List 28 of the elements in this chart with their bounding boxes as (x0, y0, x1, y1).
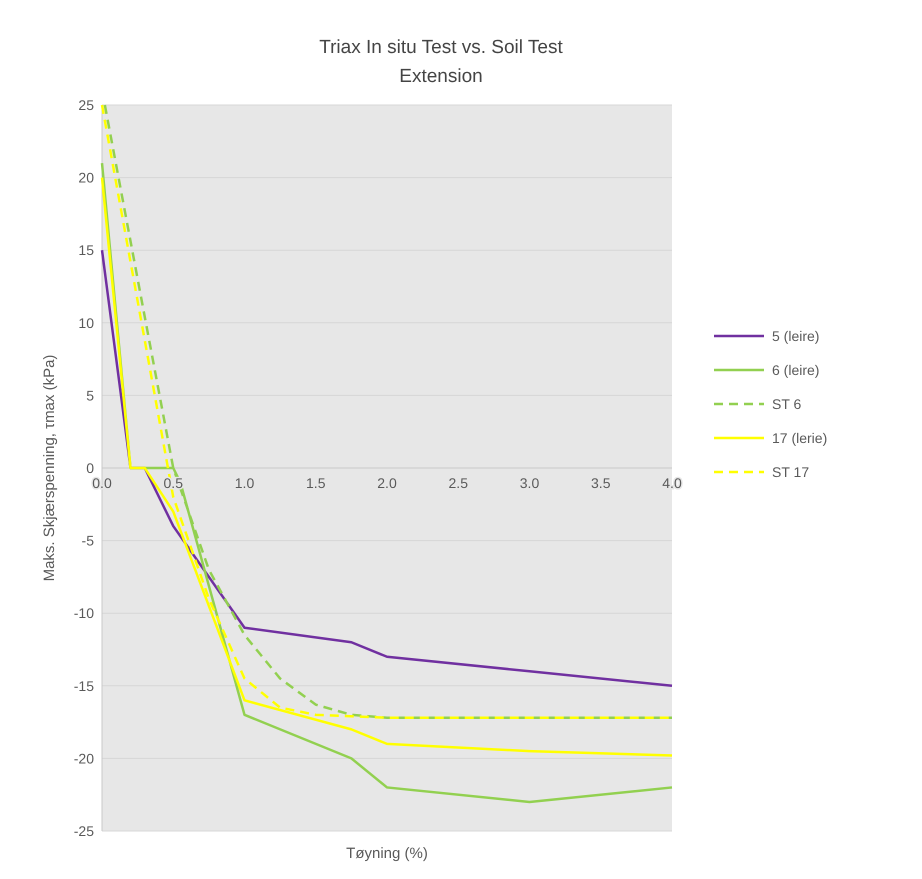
x-tick-label: 3.0 (520, 475, 540, 491)
y-tick-label: 5 (86, 387, 94, 404)
chart-subtitle: Extension (399, 66, 483, 87)
y-tick-label: -5 (82, 532, 94, 549)
legend-label: 5 (leire) (772, 328, 820, 344)
y-tick-label: 20 (78, 170, 94, 186)
y-tick-label: 0 (86, 460, 94, 476)
y-tick-label: -10 (74, 605, 94, 622)
y-tick-label: 25 (78, 97, 94, 113)
x-tick-label: 1.5 (306, 475, 326, 491)
x-tick-label: 2.5 (448, 475, 468, 491)
y-tick-label: -20 (74, 750, 94, 766)
x-axis-title: Tøyning (%) (346, 845, 428, 862)
chart-title: Triax In situ Test vs. Soil Test (319, 37, 564, 58)
x-tick-label: 3.5 (591, 475, 611, 491)
x-tick-label: 0.0 (92, 475, 112, 491)
x-tick-label: 1.0 (234, 475, 254, 491)
y-tick-label: -25 (74, 823, 94, 839)
x-tick-label: 2.0 (377, 475, 397, 491)
y-tick-label: 10 (78, 314, 94, 331)
legend-label: ST 17 (772, 464, 810, 480)
x-tick-label: 4.0 (662, 475, 682, 491)
y-tick-label: -15 (74, 678, 94, 694)
legend-label: 17 (lerie) (772, 430, 828, 446)
y-tick-label: 15 (78, 242, 94, 258)
legend-label: 6 (leire) (772, 362, 820, 378)
legend-label: ST 6 (772, 396, 802, 412)
y-axis-title: Maks. Skjærspenning, τmax (kPa) (41, 354, 58, 582)
